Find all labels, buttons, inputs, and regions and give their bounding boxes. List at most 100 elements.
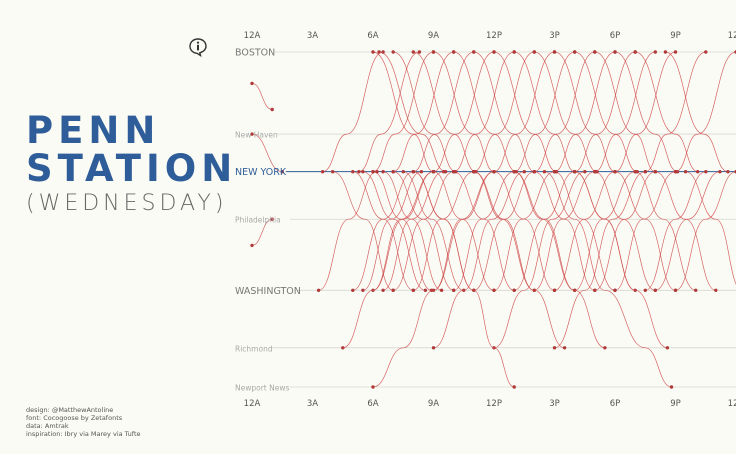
train-path-75 bbox=[342, 171, 434, 349]
train-stop-dot-59-1 bbox=[417, 50, 422, 54]
x-tick-label-bottom-5: 3P bbox=[549, 399, 560, 409]
train-stop-dot-70-1 bbox=[633, 50, 637, 54]
train-path-25 bbox=[382, 171, 444, 291]
train-path-19 bbox=[655, 171, 716, 291]
x-tick-label-bottom-0: 12A bbox=[244, 399, 261, 409]
train-path-42 bbox=[372, 51, 434, 173]
x-tick-label-top-4: 12P bbox=[486, 31, 502, 41]
credit-font: font: Cocogoose by Zetafonts bbox=[26, 414, 123, 422]
train-stop-dot-61-0 bbox=[391, 170, 395, 174]
x-tick-label-bottom-7: 9P bbox=[670, 399, 681, 409]
train-path-23 bbox=[362, 171, 422, 291]
train-path-46 bbox=[433, 51, 495, 173]
grid-layer bbox=[272, 51, 736, 388]
x-tick-label-top-7: 9P bbox=[670, 31, 681, 41]
title-block: PENN STATION (WEDNESDAY) bbox=[26, 112, 237, 218]
train-stop-dot-31-0 bbox=[492, 288, 496, 292]
train-stop-dot-23-1 bbox=[419, 170, 424, 174]
x-tick-label-bottom-2: 6A bbox=[367, 399, 378, 409]
train-stop-dot-77-0 bbox=[431, 346, 436, 350]
train-stop-dot-36-0 bbox=[593, 288, 597, 292]
train-path-45 bbox=[413, 51, 477, 173]
station-label-newport-news: Newport News bbox=[235, 384, 289, 393]
train-path-6 bbox=[403, 171, 464, 291]
train-stop-dot-19-1 bbox=[714, 288, 718, 292]
train-stop-dot-58-1 bbox=[381, 50, 385, 54]
train-stop-dot-43-1 bbox=[443, 170, 448, 174]
train-path-76 bbox=[372, 171, 495, 388]
train-path-37 bbox=[614, 171, 676, 291]
page-title-line2: STATION bbox=[26, 147, 238, 190]
train-path-74 bbox=[675, 51, 736, 173]
train-stop-dot-86-1 bbox=[270, 107, 274, 112]
train-path-73 bbox=[645, 51, 706, 173]
train-stop-dot-72-1 bbox=[673, 50, 678, 54]
train-stop-dot-69-1 bbox=[613, 50, 617, 54]
train-path-31 bbox=[493, 171, 555, 291]
train-stop-dot-44-0 bbox=[391, 50, 395, 54]
train-stop-dot-29-0 bbox=[452, 288, 456, 292]
train-path-29 bbox=[453, 171, 515, 291]
train-path-0 bbox=[332, 171, 394, 291]
train-stop-dot-81-0 bbox=[472, 170, 476, 174]
train-path-52 bbox=[554, 51, 616, 173]
train-path-33 bbox=[534, 171, 595, 291]
train-stop-dot-75-0 bbox=[341, 346, 345, 350]
train-path-50 bbox=[514, 51, 575, 173]
station-label-washington: WASHINGTON bbox=[235, 286, 301, 297]
train-path-36 bbox=[594, 171, 656, 291]
train-stop-dot-53-1 bbox=[635, 170, 639, 174]
train-stop-dot-64-1 bbox=[512, 50, 516, 54]
train-stop-dot-39-0 bbox=[653, 288, 657, 292]
train-stop-dot-56-1 bbox=[696, 170, 700, 174]
train-path-21 bbox=[318, 171, 378, 291]
train-stop-dot-80-0 bbox=[411, 170, 415, 174]
info-icon[interactable] bbox=[188, 37, 208, 58]
train-stop-dot-21-0 bbox=[316, 288, 321, 292]
station-label-philadelphia: Philadelphia bbox=[235, 216, 281, 225]
train-stop-dot-85-0 bbox=[250, 243, 254, 248]
station-label-new-haven: New Haven bbox=[235, 131, 278, 140]
train-stop-dot-54-1 bbox=[653, 170, 657, 174]
train-path-57 bbox=[665, 51, 728, 173]
train-stop-dot-82-1 bbox=[603, 346, 607, 350]
train-stop-dot-71-0 bbox=[593, 170, 597, 174]
train-stop-dot-76-0 bbox=[371, 385, 375, 389]
train-path-51 bbox=[534, 51, 598, 173]
train-stop-dot-65-1 bbox=[532, 50, 536, 54]
train-path-83 bbox=[544, 171, 672, 388]
train-path-49 bbox=[493, 51, 557, 173]
train-stop-dot-6-0 bbox=[401, 170, 405, 174]
train-stop-dot-0-0 bbox=[331, 170, 335, 174]
train-path-85 bbox=[251, 218, 273, 246]
train-path-53 bbox=[574, 51, 638, 173]
train-stop-dot-57-0 bbox=[663, 50, 668, 54]
train-stop-dot-72-0 bbox=[613, 170, 617, 174]
page-title-line1: PENN bbox=[26, 109, 161, 152]
train-path-84 bbox=[574, 171, 668, 349]
train-stop-dot-32-0 bbox=[512, 288, 516, 292]
train-path-48 bbox=[473, 51, 535, 173]
train-stop-dot-27-0 bbox=[411, 288, 415, 292]
train-path-78 bbox=[493, 171, 585, 349]
train-stop-dot-73-1 bbox=[704, 50, 708, 54]
train-stop-dot-41-0 bbox=[250, 132, 254, 136]
station-label-boston: BOSTON bbox=[235, 48, 275, 59]
train-path-39 bbox=[655, 171, 720, 291]
train-stop-dot-38-0 bbox=[643, 288, 647, 292]
train-path-22 bbox=[352, 171, 414, 291]
train-stop-dot-66-1 bbox=[552, 50, 557, 54]
train-stop-dot-45-0 bbox=[411, 50, 415, 54]
train-stop-dot-81-1 bbox=[562, 346, 567, 350]
train-stop-dot-39-1 bbox=[718, 170, 722, 174]
train-stop-dot-18-1 bbox=[694, 288, 698, 292]
train-stop-dot-34-0 bbox=[552, 288, 557, 292]
x-tick-label-top-3: 9A bbox=[428, 31, 439, 41]
train-stop-dot-4-1 bbox=[439, 288, 444, 292]
train-stop-dot-64-0 bbox=[452, 170, 456, 174]
train-stop-dot-25-0 bbox=[381, 288, 385, 292]
x-tick-label-top-5: 3P bbox=[549, 31, 560, 41]
train-stop-dot-80-1 bbox=[512, 385, 516, 389]
train-stop-dot-68-1 bbox=[593, 50, 597, 54]
train-stop-dot-40-0 bbox=[673, 288, 678, 292]
